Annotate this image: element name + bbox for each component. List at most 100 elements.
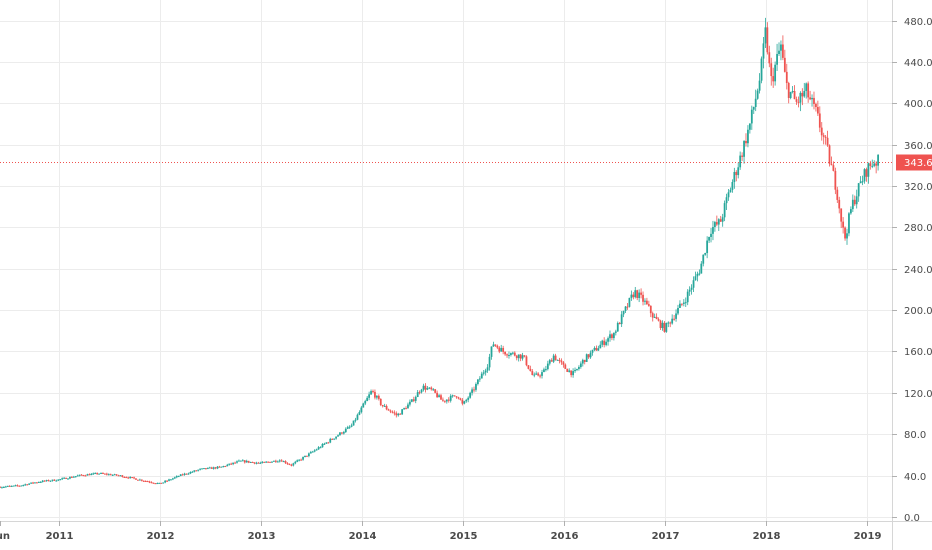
candle-body [529,368,532,372]
x-tick-label: 2012 [147,531,175,542]
candle-body [688,289,691,292]
candle-body [401,409,404,415]
candle-body [239,460,242,462]
x-tick-label: Jun [0,531,10,542]
candle-body [778,50,780,54]
candle-body [323,443,326,445]
candle-body [100,472,102,474]
candle-body [144,480,147,482]
candle-body [84,475,87,477]
candle-body [527,365,530,369]
candle-body [500,347,503,352]
candle-body [636,290,639,298]
candle-body [265,461,268,463]
candle-body [41,480,44,482]
candle-body [37,481,40,483]
x-tick-label: 2017 [652,531,680,542]
candle-body [78,474,81,476]
candle-body [508,354,510,356]
candle-body [140,479,143,481]
candle-body [80,474,83,476]
candle-body [253,462,256,464]
candle-body [459,398,462,400]
candle-body [179,474,182,477]
candle-body [154,483,157,485]
candle-body [238,460,240,462]
candle-body [605,341,608,345]
candle-body [785,71,788,84]
candle-body [723,203,726,218]
candle-body [471,389,473,393]
candle-body [158,482,161,484]
candle-body [484,370,487,373]
candle-body [243,460,246,463]
candle-body [482,372,485,374]
candle-body [591,349,594,353]
candle-body [451,395,454,397]
candle-body [47,480,50,482]
candle-body [669,322,672,324]
candles [0,17,879,489]
candle-body [102,472,104,474]
candle-body [696,273,699,277]
candle-body [257,462,260,464]
candle-body [49,480,52,482]
candle-body [364,401,367,404]
candle-body [432,389,435,391]
candle-body [667,322,670,324]
candle-body [445,399,448,402]
candle-body [506,354,508,356]
candle-body [321,443,324,448]
candle-body [304,455,306,458]
candle-body [799,92,802,103]
candle-body [0,486,1,488]
candle-body [306,455,308,457]
candle-body [206,467,209,469]
candle-body [634,290,637,298]
candle-body [214,467,217,469]
candle-body [655,316,658,320]
candle-body [583,359,586,362]
candle-body [290,464,293,466]
candle-body [74,476,77,478]
candle-body [267,461,269,463]
candle-body [24,484,27,486]
candle-body [733,171,736,183]
y-tick-label: 40.0 [904,472,926,483]
candle-body [607,338,609,342]
price-axis[interactable]: 0.0 40.0 80.0 120.0 160.0 200.0 240.0 280.0 320.… [892,17,932,524]
candle-body [358,412,361,415]
candle-body [686,291,689,303]
candle-body [838,199,841,209]
candle-body [747,129,749,144]
x-tick-label: 2015 [450,531,478,542]
candle-body [133,477,135,479]
candle-body [486,367,489,371]
candle-body [741,155,744,157]
candle-body [205,468,207,470]
candle-body [152,482,155,484]
candle-body [558,359,561,361]
candle-body [65,477,67,479]
candle-body [449,395,452,401]
candle-body [430,387,433,390]
candle-body [766,27,769,53]
candle-body [94,473,97,475]
candle-body [352,420,355,426]
candle-body [309,452,312,454]
candle-body [90,473,93,476]
candle-body [677,307,679,314]
candle-body [616,322,619,332]
candle-body [146,481,149,483]
last-price-badge-bg [896,154,932,171]
candle-body [826,137,829,146]
candle-body [748,123,751,130]
candle-body [772,76,775,82]
candle-body [397,413,400,416]
candle-body [10,485,13,487]
candle-body [379,398,382,406]
candle-body [659,320,662,329]
candle-body [737,167,740,176]
time-axis[interactable]: Jun 2011 2012 2013 2014 2015 2016 2017 2018 2019 [0,521,881,542]
candle-body [760,58,763,81]
